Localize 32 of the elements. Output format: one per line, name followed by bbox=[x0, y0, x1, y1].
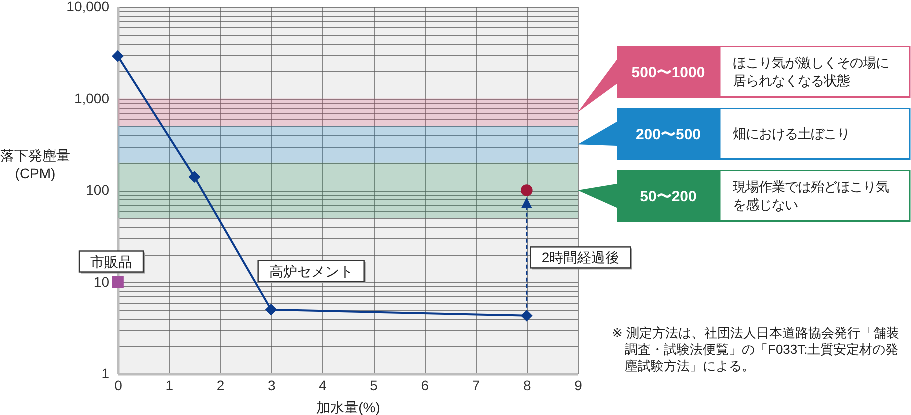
point bbox=[520, 310, 533, 322]
x-tick-label: 5 bbox=[370, 378, 378, 394]
text: ※ 測定方法は、社団法人日本道路協会発行「舗装調査・試験法便覧」の「F033T:土質安定材の発塵試験方法」による。 bbox=[612, 326, 900, 374]
y-tick-label: 10 bbox=[94, 274, 110, 290]
y-axis-title: 落下発塵量 (CPM) bbox=[0, 148, 70, 182]
x-tick-label: 6 bbox=[421, 378, 430, 394]
point bbox=[265, 304, 278, 316]
x-tick-label: 2 bbox=[216, 378, 225, 394]
x-tick-label: 3 bbox=[268, 378, 276, 394]
point bbox=[520, 184, 533, 196]
series-label: 高炉セメント bbox=[269, 263, 354, 280]
series-label: 市販品 bbox=[90, 254, 132, 270]
x-tick-label: 4 bbox=[319, 378, 328, 394]
text: 50〜200 bbox=[640, 188, 697, 206]
y-tick-label: 100 bbox=[86, 182, 110, 198]
x-tick-label: 8 bbox=[523, 378, 532, 394]
text: 200〜500 bbox=[636, 126, 702, 144]
text: 現場作業では殆どほこり気を感じない bbox=[733, 180, 889, 212]
y-tick-label: 10,000 bbox=[66, 0, 110, 14]
x-tick-label: 0 bbox=[114, 378, 123, 394]
text: 500〜1000 bbox=[632, 64, 706, 82]
point bbox=[188, 171, 201, 184]
y-tick-label: 1,000 bbox=[74, 90, 110, 106]
x-tick-label: 9 bbox=[574, 378, 583, 394]
point bbox=[112, 50, 124, 62]
text: 畑における土ぼこり bbox=[733, 126, 850, 142]
text: ほこり気が激しくその場に居られなくなる状態 bbox=[733, 56, 889, 88]
x-tick-label: 1 bbox=[166, 378, 174, 394]
point bbox=[112, 276, 124, 288]
annotation: 2時間経過後 bbox=[542, 250, 620, 266]
x-tick-label: 7 bbox=[472, 378, 480, 394]
y-tick-label: 1 bbox=[102, 366, 110, 382]
